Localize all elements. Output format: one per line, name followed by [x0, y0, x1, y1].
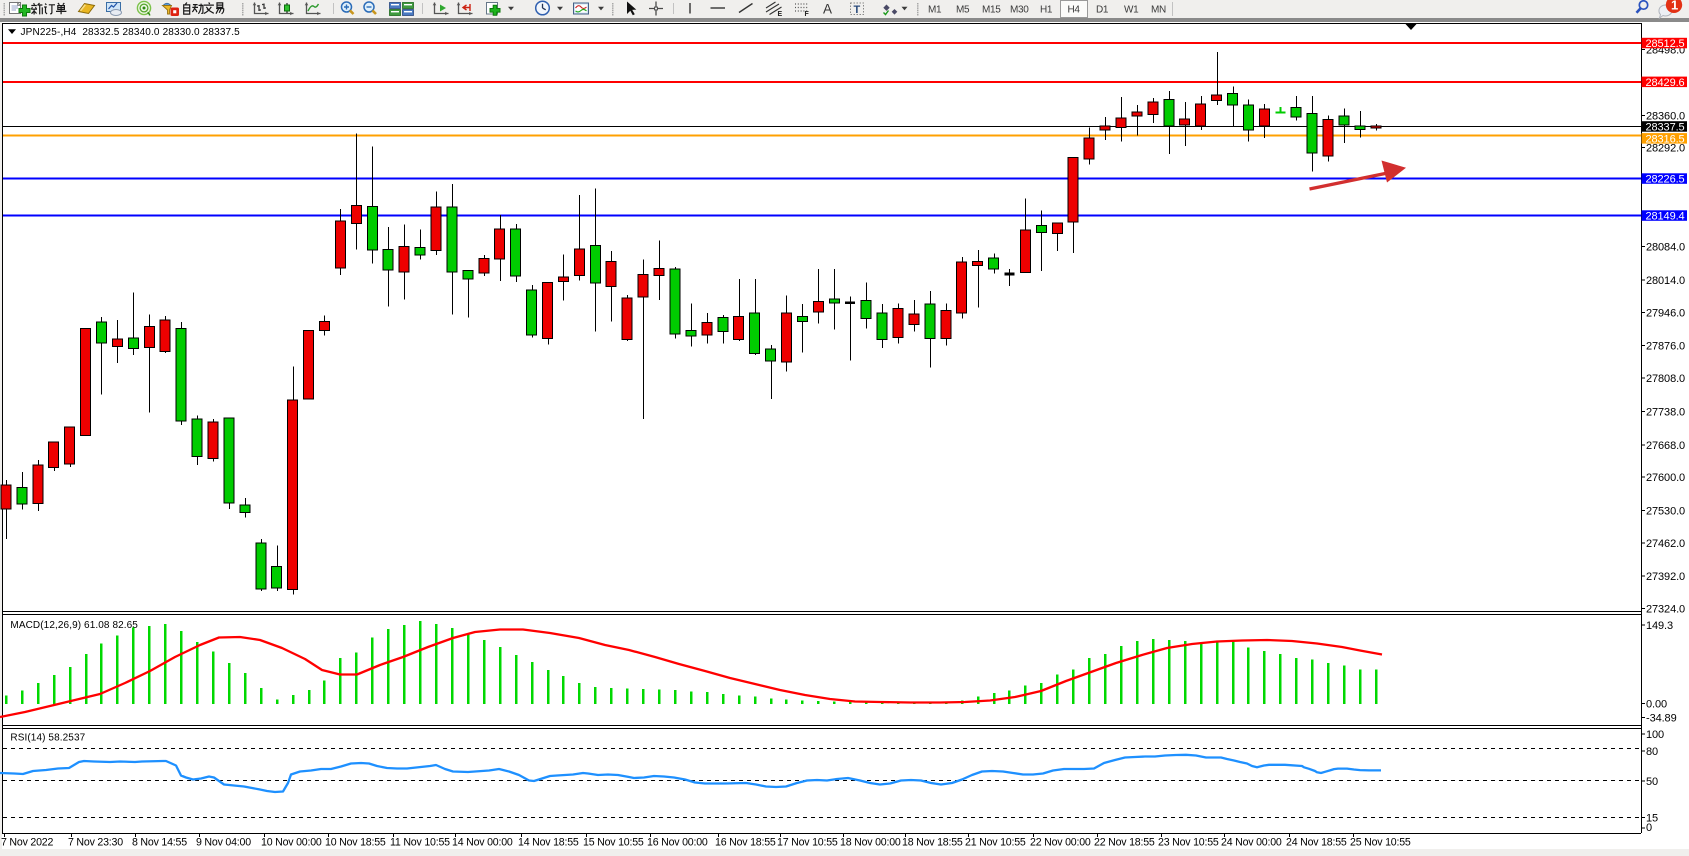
svg-text:27600.0: 27600.0 [1646, 472, 1685, 484]
svg-text:27462.0: 27462.0 [1646, 538, 1685, 550]
svg-text:-34.89: -34.89 [1646, 713, 1677, 725]
svg-text:27876.0: 27876.0 [1646, 341, 1685, 353]
svg-text:15 Nov 10:55: 15 Nov 10:55 [583, 837, 644, 849]
svg-text:28292.0: 28292.0 [1646, 143, 1685, 155]
svg-text:A: A [823, 2, 832, 17]
svg-text:M30: M30 [1010, 5, 1029, 16]
svg-text:M15: M15 [982, 5, 1001, 16]
svg-text:22 Nov 00:00: 22 Nov 00:00 [1030, 837, 1091, 849]
svg-text:28014.0: 28014.0 [1646, 275, 1685, 287]
svg-text:22 Nov 18:55: 22 Nov 18:55 [1094, 837, 1155, 849]
svg-text:149.3: 149.3 [1646, 620, 1673, 632]
svg-text:27808.0: 27808.0 [1646, 373, 1685, 385]
svg-text:8 Nov 14:55: 8 Nov 14:55 [132, 837, 187, 849]
svg-text:15: 15 [1646, 813, 1658, 825]
svg-text:D1: D1 [1096, 5, 1109, 16]
svg-text:28337.5: 28337.5 [1646, 121, 1685, 133]
svg-text:7 Nov 2022: 7 Nov 2022 [1, 837, 53, 849]
svg-text:9 Nov 04:00: 9 Nov 04:00 [196, 837, 251, 849]
svg-text:M1: M1 [928, 5, 942, 16]
svg-text:T: T [854, 4, 861, 16]
svg-text:18 Nov 18:55: 18 Nov 18:55 [902, 837, 963, 849]
svg-text:27530.0: 27530.0 [1646, 506, 1685, 518]
svg-text:1: 1 [1671, 0, 1678, 13]
svg-text:0: 0 [1646, 822, 1652, 834]
svg-text:27668.0: 27668.0 [1646, 440, 1685, 452]
svg-text:24 Nov 00:00: 24 Nov 00:00 [1221, 837, 1282, 849]
svg-text:27324.0: 27324.0 [1646, 604, 1685, 616]
svg-text:23 Nov 10:55: 23 Nov 10:55 [1158, 837, 1219, 849]
svg-text:M5: M5 [956, 5, 970, 16]
svg-text:28316.5: 28316.5 [1646, 133, 1685, 145]
svg-text:80: 80 [1646, 746, 1658, 758]
svg-text:17 Nov 10:55: 17 Nov 10:55 [777, 837, 838, 849]
svg-text:H4: H4 [1068, 5, 1081, 16]
svg-text:28429.6: 28429.6 [1646, 77, 1685, 89]
svg-text:27392.0: 27392.0 [1646, 571, 1685, 583]
svg-text:10 Nov 18:55: 10 Nov 18:55 [325, 837, 386, 849]
svg-text:7 Nov 23:30: 7 Nov 23:30 [68, 837, 123, 849]
svg-text:E: E [778, 11, 783, 18]
svg-text:16 Nov 00:00: 16 Nov 00:00 [647, 837, 708, 849]
svg-text:H1: H1 [1040, 5, 1053, 16]
svg-text:50: 50 [1646, 776, 1658, 788]
svg-text:28512.5: 28512.5 [1646, 38, 1685, 50]
svg-text:F: F [805, 11, 810, 18]
svg-text:27738.0: 27738.0 [1646, 406, 1685, 418]
svg-text:28149.4: 28149.4 [1646, 211, 1685, 223]
svg-text:28360.0: 28360.0 [1646, 110, 1685, 122]
svg-text:RSI(14) 58.2537: RSI(14) 58.2537 [10, 733, 85, 744]
svg-text:25 Nov 10:55: 25 Nov 10:55 [1350, 837, 1411, 849]
svg-text:MACD(12,26,9) 61.08 82.65: MACD(12,26,9) 61.08 82.65 [10, 620, 138, 631]
svg-text:MN: MN [1151, 5, 1166, 16]
svg-text:11 Nov 10:55: 11 Nov 10:55 [390, 837, 450, 849]
svg-text:28084.0: 28084.0 [1646, 242, 1685, 254]
svg-text:18 Nov 00:00: 18 Nov 00:00 [840, 837, 901, 849]
svg-text:14 Nov 00:00: 14 Nov 00:00 [452, 837, 513, 849]
svg-text:27946.0: 27946.0 [1646, 307, 1685, 319]
svg-text:16 Nov 18:55: 16 Nov 18:55 [715, 837, 776, 849]
svg-text:21 Nov 10:55: 21 Nov 10:55 [965, 837, 1026, 849]
svg-text:14 Nov 18:55: 14 Nov 18:55 [518, 837, 579, 849]
svg-text:24 Nov 18:55: 24 Nov 18:55 [1286, 837, 1347, 849]
svg-text:0.00: 0.00 [1646, 699, 1667, 711]
svg-text:JPN225-,H4 28332.5 28340.0 28: JPN225-,H4 28332.5 28340.0 28330.0 28337… [21, 27, 241, 38]
svg-text:10 Nov 00:00: 10 Nov 00:00 [261, 837, 322, 849]
svg-text:W1: W1 [1124, 5, 1139, 16]
svg-text:100: 100 [1646, 729, 1664, 741]
svg-text:28226.5: 28226.5 [1646, 174, 1685, 186]
